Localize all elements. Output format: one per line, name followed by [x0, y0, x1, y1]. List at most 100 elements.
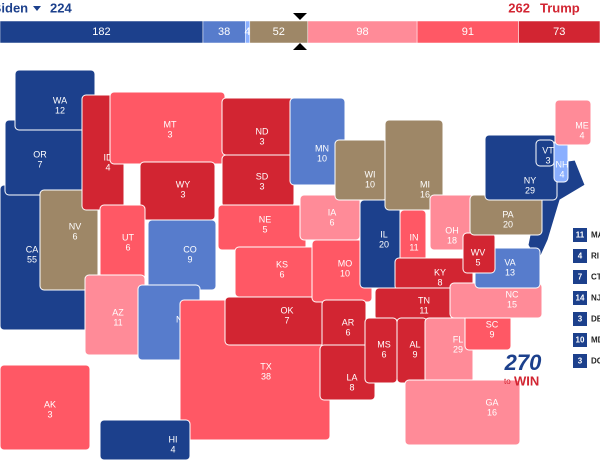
state[interactable]: AL9 [396, 317, 428, 384]
state-label: FL [453, 334, 464, 344]
state-label: IN [410, 232, 419, 242]
state-label: GA [485, 397, 498, 407]
right-total: 262 [508, 0, 530, 15]
state[interactable]: HI4 [99, 419, 191, 461]
state[interactable]: ME4 [554, 99, 592, 146]
state[interactable]: NH4 [553, 139, 569, 183]
state-votes: 12 [55, 105, 65, 115]
small-state[interactable]: 14 NJ [573, 291, 600, 305]
small-state[interactable]: 4 RI [573, 249, 599, 263]
state-votes: 3 [180, 189, 185, 199]
state-label: IA [328, 207, 337, 217]
state-shape [147, 219, 217, 291]
state-label: ME [575, 120, 589, 130]
state[interactable]: AK3 [0, 364, 91, 451]
state-votes: 3 [167, 129, 172, 139]
state-label: SD [256, 171, 269, 181]
state[interactable]: WY3 [139, 161, 216, 221]
state-label: TN [418, 295, 430, 305]
state-votes: 6 [329, 217, 334, 227]
state[interactable]: OR7 [4, 119, 88, 196]
state-shape [404, 379, 521, 446]
state-label: MS [377, 339, 391, 349]
small-state-votes: 3 [578, 357, 583, 366]
state-label: AK [44, 399, 56, 409]
state[interactable]: SD3 [221, 154, 295, 208]
state-votes: 11 [419, 305, 428, 315]
state-votes: 8 [437, 277, 442, 287]
state-shape [99, 419, 191, 461]
small-state[interactable]: 3 DC [573, 354, 600, 368]
small-state-votes: 11 [576, 231, 585, 240]
state-votes: 18 [447, 235, 457, 245]
state-shape [99, 204, 146, 281]
small-state-label: DE [591, 315, 600, 324]
state-shape [39, 189, 99, 291]
candidate-left[interactable]: Biden [0, 0, 28, 15]
candidate-right[interactable]: Trump [540, 0, 580, 15]
bar-segment-label: 98 [356, 26, 368, 38]
state-votes: 8 [349, 382, 354, 392]
state[interactable]: NE5 [217, 204, 307, 251]
state[interactable]: KY8 [394, 257, 474, 291]
state[interactable]: KS6 [234, 246, 318, 298]
small-state-votes: 10 [576, 336, 585, 345]
dropdown-arrow[interactable] [33, 6, 41, 11]
state-votes: 7 [37, 159, 42, 169]
bar-segment-label: 91 [462, 26, 474, 38]
small-state[interactable]: 11 MA [573, 228, 600, 242]
small-state[interactable]: 10 MD [573, 333, 600, 347]
state-votes: 10 [365, 179, 375, 189]
small-state-label: NJ [591, 294, 600, 303]
state[interactable]: NV6 [39, 189, 99, 291]
state[interactable]: ND3 [221, 97, 295, 156]
state-votes: 4 [105, 162, 110, 172]
state[interactable]: VT3 [535, 139, 555, 167]
state-label: CA [26, 244, 39, 254]
bar-segment-label: 4 [245, 26, 251, 38]
state-votes: 3 [545, 155, 550, 165]
state[interactable]: OK7 [224, 296, 326, 346]
state-votes: 10 [340, 268, 350, 278]
state-label: MN [315, 143, 329, 153]
state-votes: 13 [505, 267, 515, 277]
state[interactable]: MT3 [109, 91, 226, 165]
state[interactable]: SC9 [464, 309, 512, 351]
state-label: WI [365, 169, 376, 179]
state-votes: 4 [559, 169, 564, 179]
state-label: WV [471, 247, 486, 257]
state-votes: 16 [420, 189, 430, 199]
state-label: NY [524, 175, 537, 185]
state[interactable]: CO9 [147, 219, 217, 291]
small-state[interactable]: 7 CT [573, 270, 600, 284]
small-state[interactable]: 3 DE [573, 312, 600, 326]
state-label: ND [256, 126, 269, 136]
state-label: TX [260, 361, 272, 371]
small-state-box [573, 291, 587, 305]
state[interactable]: IA6 [299, 194, 361, 241]
state[interactable]: MS6 [364, 317, 398, 384]
state-label: AL [409, 339, 420, 349]
state[interactable]: WV5 [462, 232, 496, 274]
small-state-label: MD [591, 336, 600, 345]
small-state-votes: 4 [578, 252, 583, 261]
state-label: LA [346, 372, 357, 382]
state-votes: 11 [113, 317, 122, 327]
state[interactable]: AR6 [321, 299, 367, 351]
state[interactable]: UT6 [99, 204, 146, 281]
state-label: CO [183, 244, 197, 254]
small-state-votes: 7 [578, 273, 583, 282]
logo[interactable]: 270 to WIN [504, 350, 542, 389]
logo-number: 270 [504, 350, 542, 375]
vote-bar: 182 38 4 52 98 91 73 [0, 20, 600, 44]
